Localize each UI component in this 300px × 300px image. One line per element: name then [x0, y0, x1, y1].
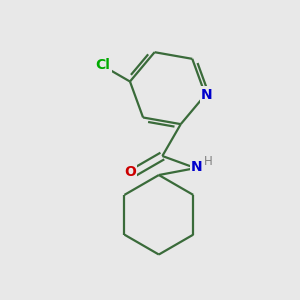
- Text: H: H: [203, 155, 212, 168]
- Text: O: O: [124, 165, 136, 179]
- Text: N: N: [201, 88, 213, 102]
- Text: Cl: Cl: [96, 58, 110, 72]
- Text: N: N: [191, 160, 203, 174]
